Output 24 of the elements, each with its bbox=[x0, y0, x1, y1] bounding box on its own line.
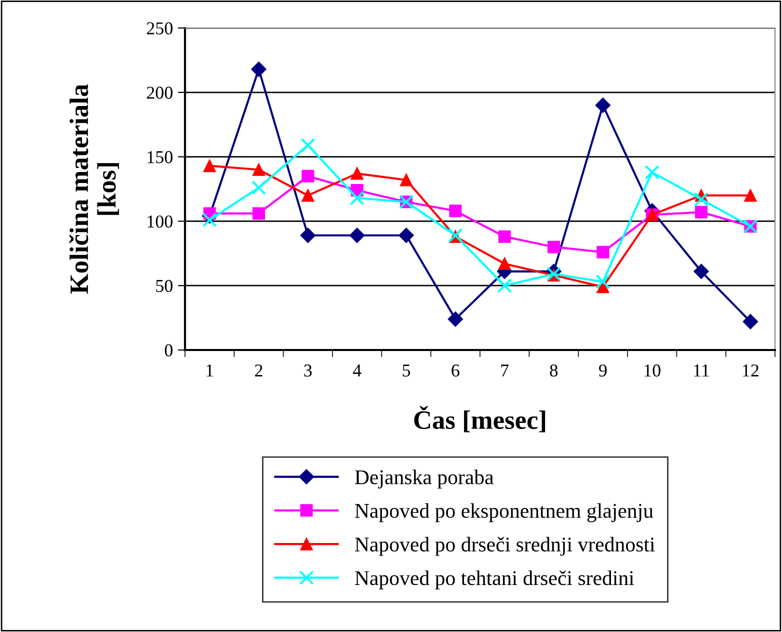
x-axis-title: Čas [mesec] bbox=[414, 406, 546, 432]
y-tick-label: 200 bbox=[146, 86, 173, 99]
y-tick-label: 150 bbox=[148, 151, 173, 164]
y-tick-label: 0 bbox=[164, 344, 173, 356]
x-tick-label: 8 bbox=[550, 364, 558, 377]
legend-label: Napoved po tehtani drseči sredini bbox=[355, 570, 634, 590]
legend-label: Dejanska poraba bbox=[355, 470, 494, 489]
y-axis-title: Količina materiala [kos] bbox=[69, 84, 120, 294]
x-tick-label: 3 bbox=[304, 364, 312, 377]
x-tick-label: 1 bbox=[206, 364, 214, 376]
legend-label: Napoved po drseči srednji vrednosti bbox=[355, 536, 655, 556]
y-tick-label: 250 bbox=[146, 22, 173, 34]
x-tick-label: 12 bbox=[742, 364, 758, 376]
x-tick-label: 2 bbox=[255, 364, 262, 376]
x-tick-label: 7 bbox=[501, 364, 509, 376]
x-tick-label: 6 bbox=[452, 364, 460, 377]
y-tick-label: 100 bbox=[148, 215, 173, 228]
x-tick-label: 11 bbox=[694, 364, 709, 376]
x-tick-label: 5 bbox=[402, 364, 410, 377]
x-tick-label: 4 bbox=[352, 364, 362, 376]
x-tick-label: 9 bbox=[598, 364, 607, 377]
x-tick-label: 10 bbox=[644, 364, 660, 377]
y-tick-label: 50 bbox=[156, 280, 173, 292]
legend-label: Napoved po eksponentnem glajenju bbox=[355, 503, 654, 522]
